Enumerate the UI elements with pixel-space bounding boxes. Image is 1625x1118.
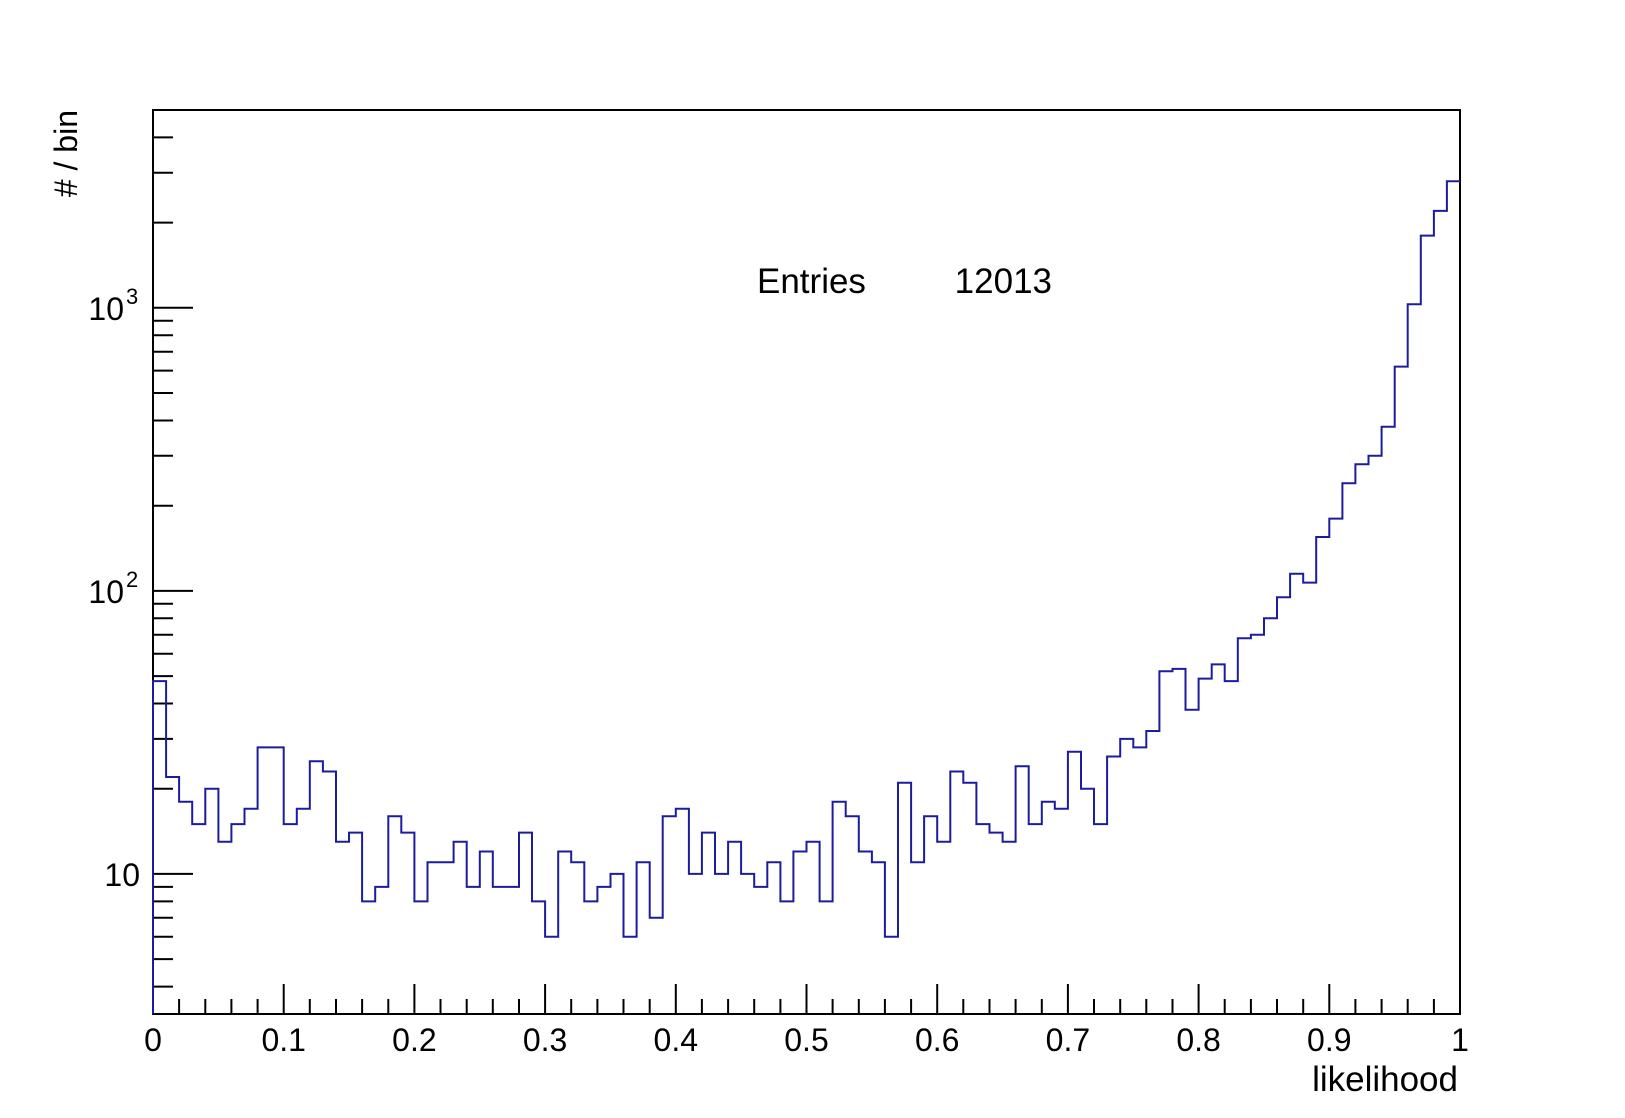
stats-entries-label: Entries bbox=[757, 262, 866, 301]
x-tick-label: 0.6 bbox=[915, 1022, 959, 1058]
y-tick-exponent: 3 bbox=[126, 284, 138, 309]
y-axis-ticks bbox=[153, 109, 193, 988]
plot-frame bbox=[152, 109, 1461, 1015]
x-tick-label: 0.4 bbox=[654, 1022, 698, 1058]
x-tick-label: 1 bbox=[1451, 1022, 1469, 1058]
y-tick-label: 10 bbox=[88, 574, 124, 610]
x-tick-label: 0.9 bbox=[1307, 1022, 1351, 1058]
x-tick-label: 0.2 bbox=[392, 1022, 436, 1058]
x-axis-tick-labels: 0 0.1 0.2 0.3 0.4 0.5 0.6 0.7 0.8 0.9 1 bbox=[144, 1022, 1469, 1058]
x-tick-label: 0.7 bbox=[1046, 1022, 1090, 1058]
stats-entries-value: 12013 bbox=[955, 262, 1052, 301]
x-tick-label: 0.8 bbox=[1176, 1022, 1220, 1058]
y-tick-label: 10 bbox=[88, 291, 124, 327]
x-tick-label: 0 bbox=[144, 1022, 162, 1058]
x-axis-label: likelihood bbox=[1312, 1060, 1458, 1099]
x-tick-label: 0.5 bbox=[784, 1022, 828, 1058]
y-tick-label: 10 bbox=[104, 857, 140, 893]
y-axis-label: # / bin bbox=[48, 110, 84, 197]
x-tick-label: 0.3 bbox=[523, 1022, 567, 1058]
y-tick-exponent: 2 bbox=[126, 567, 138, 592]
x-tick-label: 0.1 bbox=[261, 1022, 305, 1058]
x-axis-ticks bbox=[152, 984, 1461, 1014]
histogram-series bbox=[152, 180, 1460, 1014]
